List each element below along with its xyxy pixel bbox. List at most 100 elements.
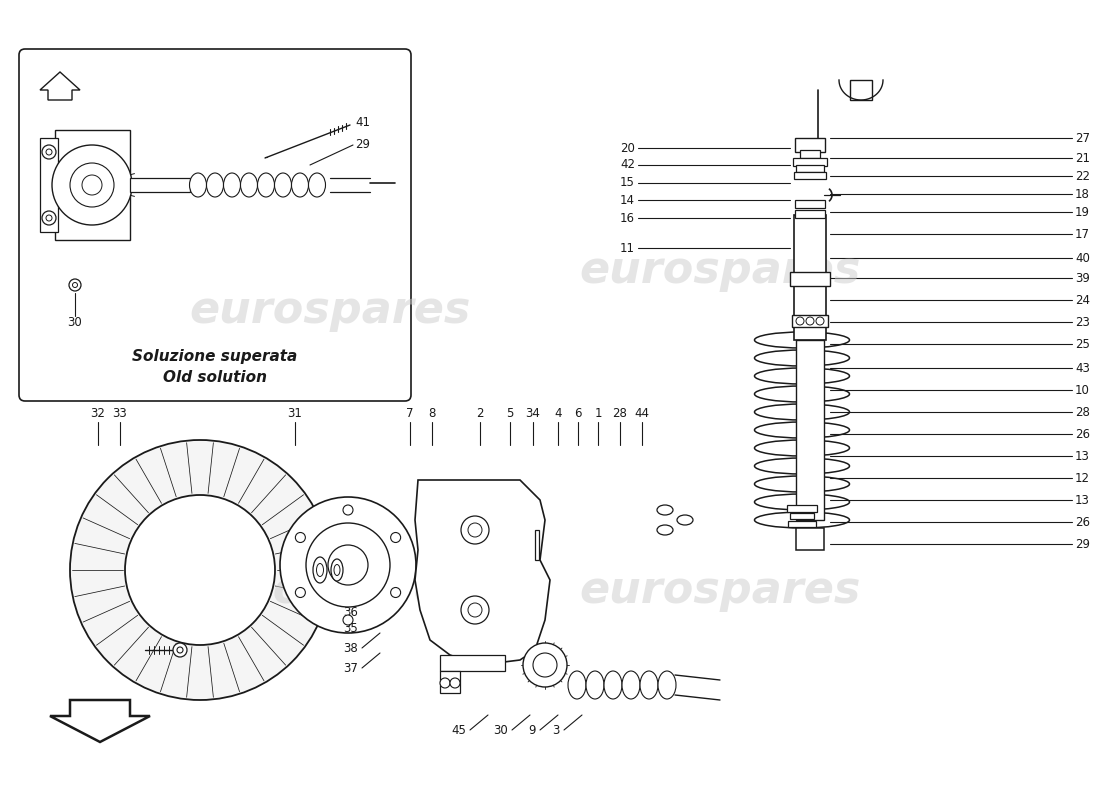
Circle shape xyxy=(390,533,400,542)
Ellipse shape xyxy=(755,422,849,438)
Ellipse shape xyxy=(334,565,340,575)
Text: 27: 27 xyxy=(1075,131,1090,145)
Ellipse shape xyxy=(755,512,849,528)
Text: 32: 32 xyxy=(90,407,106,420)
Text: 19: 19 xyxy=(1075,206,1090,218)
Circle shape xyxy=(328,545,369,585)
Circle shape xyxy=(69,279,81,291)
Text: 45: 45 xyxy=(451,723,466,737)
Text: 26: 26 xyxy=(1075,515,1090,529)
Text: 40: 40 xyxy=(1075,251,1090,265)
Circle shape xyxy=(296,533,306,542)
Text: 39: 39 xyxy=(1075,271,1090,285)
Text: 6: 6 xyxy=(574,407,582,420)
Circle shape xyxy=(82,175,102,195)
FancyBboxPatch shape xyxy=(19,49,411,401)
Text: 36: 36 xyxy=(343,606,358,618)
Text: 33: 33 xyxy=(112,407,128,420)
Ellipse shape xyxy=(755,494,849,510)
Ellipse shape xyxy=(640,671,658,699)
Text: 25: 25 xyxy=(1075,338,1090,350)
Text: 14: 14 xyxy=(620,194,635,206)
Text: 20: 20 xyxy=(620,142,635,154)
Text: 3: 3 xyxy=(552,723,560,737)
Polygon shape xyxy=(40,72,80,100)
Bar xyxy=(850,80,872,100)
Bar xyxy=(792,315,828,327)
Ellipse shape xyxy=(755,332,849,348)
Text: 35: 35 xyxy=(343,622,358,634)
Text: Soluzione superata: Soluzione superata xyxy=(132,350,298,365)
Circle shape xyxy=(52,145,132,225)
Text: 21: 21 xyxy=(1075,151,1090,165)
Ellipse shape xyxy=(275,173,292,197)
Circle shape xyxy=(534,653,557,677)
Circle shape xyxy=(796,317,804,325)
Circle shape xyxy=(125,495,275,645)
Bar xyxy=(796,165,824,172)
Ellipse shape xyxy=(755,458,849,474)
Text: 26: 26 xyxy=(1075,427,1090,441)
Circle shape xyxy=(280,497,416,633)
Bar xyxy=(786,505,817,512)
Text: 5: 5 xyxy=(506,407,514,420)
Bar xyxy=(800,150,820,158)
Circle shape xyxy=(42,145,56,159)
Circle shape xyxy=(390,587,400,598)
Text: 11: 11 xyxy=(620,242,635,254)
Ellipse shape xyxy=(621,671,640,699)
Ellipse shape xyxy=(755,368,849,384)
Ellipse shape xyxy=(189,173,207,197)
Circle shape xyxy=(177,647,183,653)
Bar xyxy=(795,200,825,208)
Text: 12: 12 xyxy=(1075,471,1090,485)
Ellipse shape xyxy=(676,515,693,525)
Text: eurospares: eurospares xyxy=(580,249,860,291)
Text: 23: 23 xyxy=(1075,315,1090,329)
Text: 29: 29 xyxy=(355,138,370,151)
Circle shape xyxy=(806,317,814,325)
Ellipse shape xyxy=(257,173,275,197)
Text: 13: 13 xyxy=(1075,494,1090,506)
Text: 4: 4 xyxy=(554,407,562,420)
Circle shape xyxy=(70,163,114,207)
Circle shape xyxy=(440,678,450,688)
Bar xyxy=(440,655,505,671)
Bar xyxy=(40,138,58,232)
Ellipse shape xyxy=(317,563,323,577)
Bar xyxy=(790,272,830,286)
Text: Old solution: Old solution xyxy=(163,370,267,385)
Ellipse shape xyxy=(658,671,676,699)
Text: 1: 1 xyxy=(594,407,602,420)
Text: 38: 38 xyxy=(343,642,358,654)
Circle shape xyxy=(42,211,56,225)
Ellipse shape xyxy=(568,671,586,699)
Bar xyxy=(795,138,825,152)
Text: eurospares: eurospares xyxy=(580,569,860,611)
Text: 18: 18 xyxy=(1075,187,1090,201)
Bar xyxy=(535,530,539,560)
Text: 30: 30 xyxy=(493,723,508,737)
Text: 10: 10 xyxy=(1075,383,1090,397)
Circle shape xyxy=(343,505,353,515)
Ellipse shape xyxy=(292,173,308,197)
Bar xyxy=(796,340,824,520)
Circle shape xyxy=(461,596,490,624)
Text: eurospares: eurospares xyxy=(189,289,471,331)
Ellipse shape xyxy=(657,525,673,535)
Text: 16: 16 xyxy=(620,211,635,225)
Ellipse shape xyxy=(755,476,849,492)
Circle shape xyxy=(306,523,390,607)
Circle shape xyxy=(296,587,306,598)
Text: 42: 42 xyxy=(620,158,635,171)
Text: 44: 44 xyxy=(635,407,649,420)
Bar xyxy=(796,528,824,550)
Text: 17: 17 xyxy=(1075,227,1090,241)
Bar xyxy=(440,671,460,693)
Ellipse shape xyxy=(308,173,326,197)
Text: 41: 41 xyxy=(355,115,370,129)
Circle shape xyxy=(70,440,330,700)
Text: 7: 7 xyxy=(406,407,414,420)
Ellipse shape xyxy=(657,505,673,515)
Ellipse shape xyxy=(223,173,241,197)
